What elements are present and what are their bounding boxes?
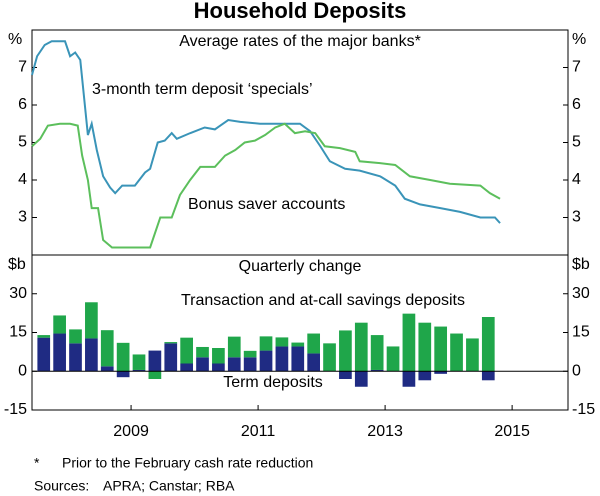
bar	[148, 350, 162, 372]
bar	[307, 353, 321, 372]
sources-label: Sources:	[34, 478, 89, 494]
bar	[227, 336, 241, 358]
y-tick-label: 30	[9, 285, 27, 302]
x-tick-label: 2011	[241, 423, 276, 440]
bar	[259, 350, 273, 372]
bar	[227, 357, 241, 372]
bar	[354, 322, 368, 372]
y-tick-label: 7	[18, 59, 27, 76]
x-tick-label: 2015	[494, 423, 530, 440]
y2-unit: $b	[572, 256, 590, 273]
bar	[85, 338, 98, 372]
bar	[354, 371, 368, 387]
series-line	[31, 122, 501, 249]
y2-tick-label: 3	[572, 209, 581, 226]
bar	[370, 369, 384, 372]
bar	[100, 330, 114, 367]
bar	[116, 371, 130, 378]
y2-unit: %	[572, 31, 586, 48]
bar	[37, 337, 51, 372]
bar	[466, 338, 479, 372]
y-tick-label: 5	[18, 134, 27, 151]
bar	[53, 315, 66, 334]
footnote-marker: *	[34, 455, 40, 471]
y-tick-label: -15	[4, 401, 27, 418]
bar	[132, 354, 146, 370]
y-unit: $b	[8, 256, 26, 273]
series-line	[31, 40, 501, 224]
series-label: Transaction and at-call savings deposits	[181, 292, 465, 309]
bar	[196, 346, 209, 358]
y-tick-label: 0	[18, 362, 27, 379]
bar	[323, 343, 336, 372]
bar	[180, 337, 193, 364]
series-label: 3-month term deposit ‘specials’	[92, 81, 313, 98]
y2-tick-label: 6	[572, 96, 581, 113]
y-tick-label: 4	[18, 171, 27, 188]
panel-title: Average rates of the major banks*	[179, 33, 421, 50]
bar	[450, 333, 463, 372]
bar	[243, 350, 257, 358]
bar	[164, 342, 178, 344]
bar	[275, 346, 289, 372]
bar	[402, 371, 416, 387]
x-tick-label: 2009	[113, 423, 149, 440]
bar	[434, 326, 448, 372]
footnote-text: Prior to the February cash rate reductio…	[62, 455, 313, 471]
bar	[180, 363, 193, 372]
bar	[434, 371, 448, 374]
plot-frame	[31, 29, 569, 411]
bar	[243, 357, 257, 372]
bar	[53, 333, 66, 372]
bar	[370, 335, 384, 370]
bar	[339, 371, 352, 379]
bar	[196, 357, 209, 372]
bar	[259, 336, 273, 351]
bar	[164, 343, 178, 372]
bar	[481, 317, 495, 372]
bar	[386, 346, 400, 372]
y2-tick-label: 7	[572, 59, 581, 76]
y-unit: %	[8, 31, 22, 48]
bar	[37, 335, 51, 338]
y2-tick-label: 4	[572, 171, 581, 188]
y2-tick-label: 0	[572, 362, 581, 379]
panel-title: Quarterly change	[239, 258, 362, 275]
bar	[291, 346, 305, 372]
chart-title: Household Deposits	[194, 0, 407, 23]
y-tick-label: 15	[9, 324, 27, 341]
bar	[481, 371, 495, 381]
y2-tick-label: 30	[572, 285, 590, 302]
bar	[69, 343, 82, 372]
bar	[100, 366, 114, 372]
bar	[212, 363, 225, 372]
bar	[339, 330, 352, 372]
y-tick-label: 3	[18, 209, 27, 226]
bar	[116, 342, 130, 372]
bar	[69, 329, 82, 344]
bar	[85, 302, 98, 339]
x-tick-label: 2013	[367, 423, 403, 440]
bar	[402, 313, 416, 372]
bar	[418, 322, 432, 372]
series-label: Term deposits	[223, 374, 323, 391]
bar	[291, 342, 305, 347]
bar	[148, 371, 162, 379]
y2-tick-label: -15	[572, 401, 595, 418]
bar	[307, 333, 321, 354]
bar	[132, 369, 146, 372]
y2-tick-label: 15	[572, 324, 590, 341]
y-tick-label: 6	[18, 96, 27, 113]
bar	[275, 337, 289, 347]
bar	[418, 371, 432, 381]
series-label: Bonus saver accounts	[188, 196, 345, 213]
bar	[212, 348, 225, 364]
sources-text: APRA; Canstar; RBA	[103, 478, 235, 494]
y2-tick-label: 5	[572, 134, 581, 151]
